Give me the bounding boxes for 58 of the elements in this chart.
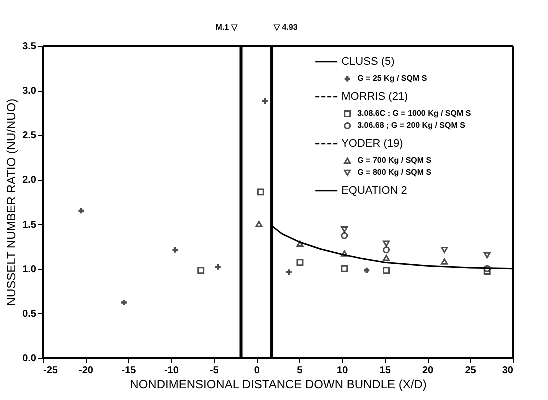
point	[484, 252, 491, 259]
legend-label: 3.08.6C ; G = 1000 Kg / SQM S	[358, 109, 472, 118]
annotation: YODER (19)	[342, 138, 404, 150]
legend-label: G = 800 Kg / SQM S	[358, 168, 432, 177]
x-tick-label: 30	[502, 366, 514, 376]
y-tick-label: 2.0	[22, 175, 37, 186]
point	[296, 259, 304, 266]
point	[341, 265, 348, 272]
point	[383, 267, 390, 274]
x-tick-label: 20	[422, 366, 434, 376]
y-tick-label: 2.5	[22, 130, 37, 142]
point	[441, 247, 448, 254]
point	[383, 246, 390, 254]
x-tick-label: 25	[465, 366, 477, 376]
point	[256, 221, 263, 228]
x-tick-label: -15	[122, 366, 137, 376]
y-tick-label: 0.5	[22, 308, 37, 320]
x-tick-label: -25	[44, 366, 58, 376]
point	[215, 264, 221, 270]
legend-label: G = 25 Kg / SQM S	[358, 74, 428, 83]
legend-label: EQUATION 2	[342, 185, 408, 197]
point	[257, 188, 264, 196]
point	[172, 247, 178, 253]
point	[78, 208, 84, 214]
legend-label: 3.06.68 ; G = 200 Kg / SQM S	[358, 121, 466, 130]
point	[484, 268, 491, 276]
point	[441, 258, 448, 265]
point	[364, 268, 370, 274]
legend-title: CLUSS (5)	[342, 56, 395, 68]
point	[262, 98, 268, 104]
x-tick-label: -20	[79, 366, 94, 376]
point	[198, 267, 205, 274]
x-tick-label: -5	[210, 366, 220, 376]
y-tick-label: 3.0	[22, 86, 37, 98]
point	[286, 270, 292, 276]
x-tick-label: 10	[337, 366, 349, 376]
point	[383, 255, 390, 262]
point	[341, 232, 348, 240]
y-tick-label: 1.0	[22, 264, 37, 276]
x-tick-label: -10	[164, 366, 180, 376]
y-tick-label: 3.5	[22, 42, 37, 52]
text: ▽ 4.93	[273, 23, 298, 32]
y-tick-label: 0.0	[22, 354, 37, 364]
y-axis-title: NUSSELT NUMBER RATIO (NU/NUO)	[4, 98, 19, 306]
point	[484, 265, 491, 272]
x-tick-label: 0	[254, 366, 260, 376]
text: M.1 ▽	[216, 23, 238, 32]
x-tick-label: 15	[380, 366, 392, 376]
point	[383, 240, 390, 248]
point	[341, 250, 348, 257]
annotation: MORRIS (21)	[342, 91, 408, 103]
point	[121, 300, 127, 306]
point	[296, 240, 304, 248]
legend-label: G = 700 Kg / SQM S	[358, 156, 432, 165]
point	[341, 226, 348, 233]
y-tick-label: 1.5	[22, 220, 37, 231]
x-tick-label: 5	[297, 366, 304, 376]
x-axis-title: NONDIMENSIONAL DISTANCE DOWN BUNDLE (X/D)	[130, 378, 427, 392]
